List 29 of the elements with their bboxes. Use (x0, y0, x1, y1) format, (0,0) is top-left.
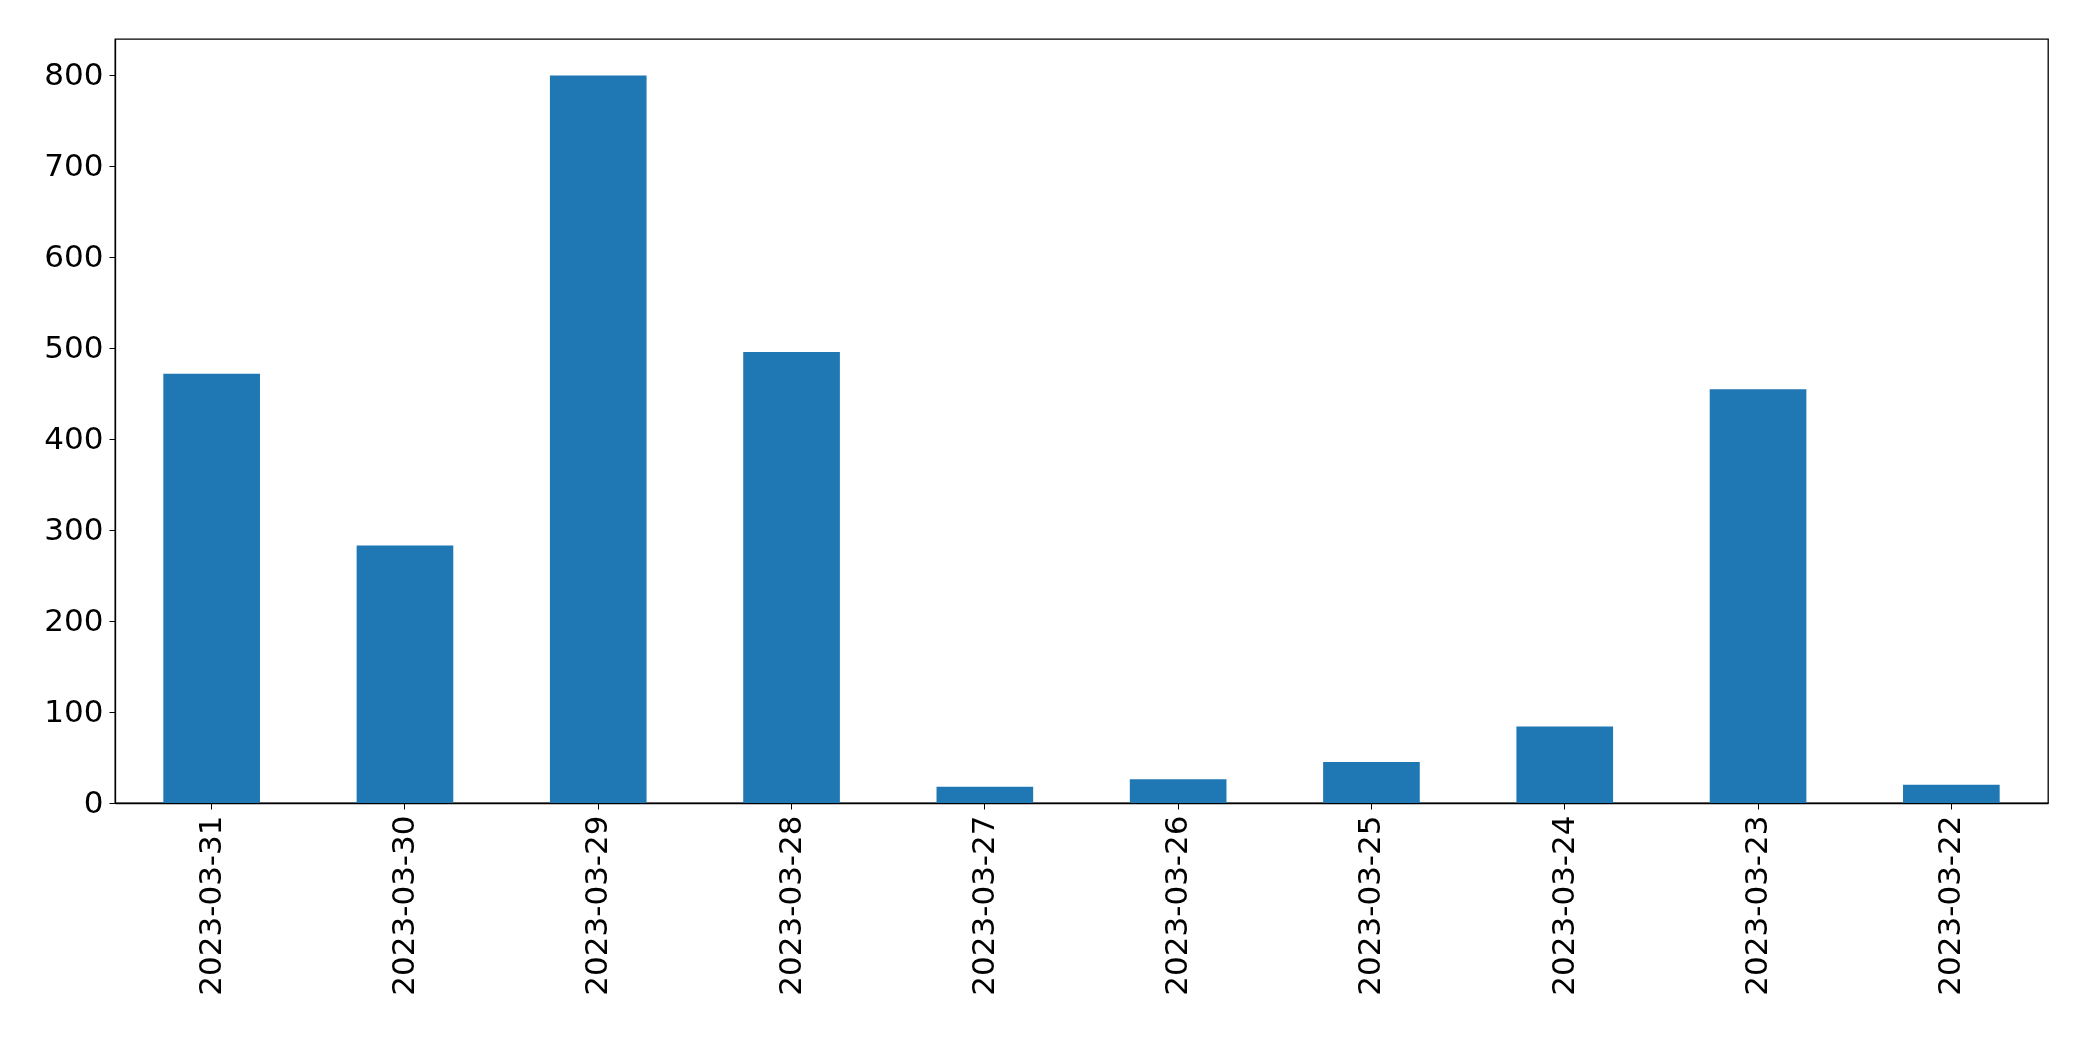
x-tick-label: 2023-03-22 (1931, 815, 1968, 996)
x-tick-label: 2023-03-25 (1351, 815, 1388, 996)
y-tick-label: 500 (44, 328, 104, 365)
bar (936, 786, 1034, 803)
bar (549, 75, 647, 803)
y-tick-label: 100 (44, 692, 104, 729)
y-tick-label: 700 (44, 146, 104, 183)
y-tick-label: 800 (44, 55, 104, 92)
bar (163, 373, 260, 803)
x-tick-label: 2023-03-24 (1544, 815, 1581, 996)
y-tick-label: 300 (44, 510, 104, 547)
x-tick-label: 2023-03-23 (1738, 815, 1775, 996)
bar (1323, 762, 1420, 803)
bar (356, 545, 454, 803)
y-tick-label: 400 (44, 419, 104, 456)
bar (743, 351, 840, 803)
x-tick-label: 2023-03-30 (384, 815, 421, 996)
bar (1516, 726, 1614, 803)
x-tick-label: 2023-03-26 (1158, 815, 1195, 996)
y-tick-label: 600 (44, 237, 104, 274)
x-tick-label: 2023-03-29 (578, 815, 615, 996)
x-tick-label: 2023-03-27 (964, 815, 1001, 996)
bar (1709, 389, 1807, 803)
y-tick-label: 200 (44, 601, 104, 638)
bar (1129, 779, 1227, 803)
bar (1903, 784, 2000, 803)
x-tick-label: 2023-03-31 (191, 815, 228, 996)
y-tick-label: 0 (83, 783, 104, 820)
x-tick-label: 2023-03-28 (771, 815, 808, 996)
